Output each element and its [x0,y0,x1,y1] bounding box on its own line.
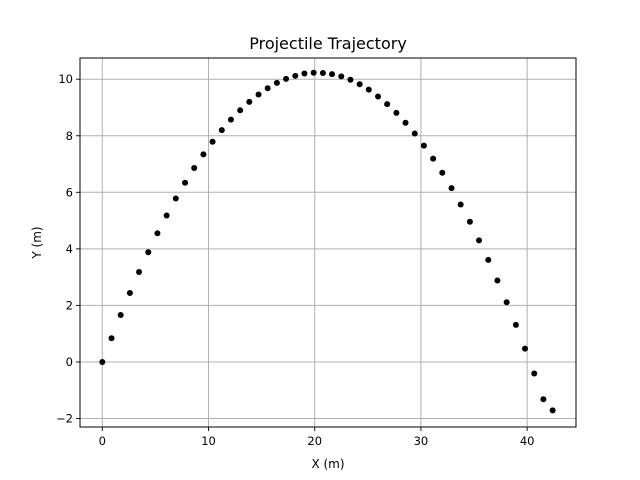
data-point [329,71,336,78]
data-point [420,142,427,149]
data-point [136,269,143,276]
plot-area-frame [79,57,577,428]
data-point [99,358,106,365]
data-point [292,72,299,79]
y-tick-label: 10 [58,72,73,86]
data-point [522,345,529,352]
x-tick-label: 0 [99,434,106,448]
axis-ticks: 0 10 20 30 40 −2 0 2 4 6 8 10 [56,72,534,448]
data-point [310,69,317,76]
chart-title: Projectile Trajectory [249,34,407,53]
data-point [117,312,124,319]
data-point [430,155,437,162]
scatter-points [99,69,556,414]
data-point [365,86,372,93]
data-point [319,69,326,76]
data-point [356,81,363,88]
x-tick-label: 30 [414,434,429,448]
grid [80,58,576,427]
data-point [172,195,179,202]
y-tick-label: 0 [66,355,73,369]
data-point [540,396,547,403]
data-point [466,218,473,225]
x-tick-label: 10 [201,434,216,448]
x-tick-label: 20 [307,434,322,448]
y-tick-label: 4 [66,242,73,256]
data-point [191,164,198,171]
data-point [402,119,409,126]
y-tick-label: 6 [66,185,73,199]
data-point [485,256,492,263]
data-point [384,101,391,108]
data-point [494,277,501,284]
data-point [237,107,244,114]
data-point [411,130,418,137]
y-tick-label: 2 [66,298,73,312]
data-point [182,179,189,186]
y-tick-label: 8 [66,129,73,143]
data-point [393,109,400,116]
x-axis-label: X (m) [311,457,344,471]
data-point [255,91,262,98]
data-point [448,185,455,192]
y-axis-label: Y (m) [30,226,44,259]
data-point [301,70,308,77]
data-point [163,212,170,219]
data-point [200,151,207,158]
y-tick-label: −2 [56,412,73,426]
data-point [549,407,556,414]
data-point [375,93,382,100]
data-point [126,289,133,296]
data-point [457,201,464,208]
data-point [209,138,216,145]
data-point [512,321,519,328]
data-point [283,75,290,82]
data-point [154,230,161,237]
data-point [347,76,354,83]
x-tick-label: 40 [520,434,535,448]
data-point [531,370,538,377]
data-point [246,98,253,105]
data-point [108,335,115,342]
data-point [503,299,510,306]
data-point [273,79,280,86]
data-point [218,127,225,134]
data-point [476,237,483,244]
data-point [439,169,446,176]
data-point [227,116,234,123]
data-point [338,73,345,80]
data-point [145,249,152,256]
data-point [264,85,271,92]
